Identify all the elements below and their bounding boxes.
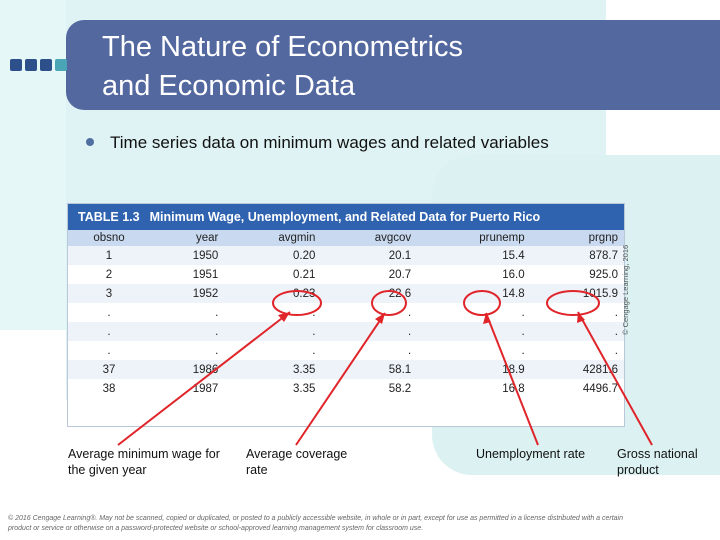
table-cell: 58.1 [388,363,412,376]
table-cell: 925.0 [589,268,618,281]
table-cell: 20.7 [388,268,412,281]
table-cell: 20.1 [388,249,412,262]
table-cell: 38 [102,382,116,395]
table-cell: . [521,344,525,357]
table-cell: 16.0 [502,268,525,281]
table-cell: 1015.9 [582,287,618,300]
annotation-prgnp: Gross national product [617,447,698,477]
table-cell: . [215,344,219,357]
column-header-obsno: obsno [93,232,125,244]
table-header-row: obsno year avgmin avgcov prunemp prgnp [68,230,624,246]
table-cell: . [614,325,618,338]
table-cell: . [107,344,111,357]
table-row: ...... [68,322,624,341]
table-cell: . [521,325,525,338]
table-row: 1 1950 0.20 20.1 15.4 878.7 [68,246,624,265]
table-row: 37 1986 3.35 58.1 18.9 4281.6 [68,360,624,379]
table-cell: . [614,344,618,357]
decorative-squares-icon [10,59,67,71]
table-row: ...... [68,341,624,360]
column-header-avgcov: avgcov [374,232,412,244]
data-table-figure: TABLE 1.3 Minimum Wage, Unemployment, and… [67,203,625,427]
annotation-avgmin: Average minimum wage for the given year [68,447,220,477]
table-row: 38 1987 3.35 58.2 16.8 4496.7 [68,379,624,398]
table-cell: 1 [105,249,113,262]
column-header-prgnp: prgnp [588,232,618,244]
table-cell: 1952 [192,287,219,300]
table-cell: 15.4 [502,249,525,262]
table-cell: 1987 [192,382,219,395]
table-cell: . [521,306,525,319]
table-cell: . [312,325,316,338]
table-row: 3 1952 0.23 22.6 14.8 1015.9 [68,284,624,303]
table-cell: . [407,306,412,319]
table-cell: 4496.7 [582,382,618,395]
table-row: ...... [68,303,624,322]
table-cell: . [107,306,111,319]
table-cell: . [215,306,219,319]
table-label: TABLE 1.3 [78,210,140,224]
table-cell: . [407,325,412,338]
table-cell: . [312,306,316,319]
table-cell: 22.6 [388,287,412,300]
table-cell: 2 [105,268,113,281]
table-cell: . [614,306,618,319]
table-cell: 1986 [192,363,219,376]
copyright-notice: © 2016 Cengage Learning®. May not be sca… [8,515,624,532]
table-cell: 37 [102,363,116,376]
table-cell: 4281.6 [582,363,618,376]
table-cell: 0.23 [293,287,316,300]
table-cell: 1951 [192,268,219,281]
table-row: 2 1951 0.21 20.7 16.0 925.0 [68,265,624,284]
table-body: 1 1950 0.20 20.1 15.4 878.7 2 1951 0.21 20.7 16.0 9… [68,246,624,398]
table-caption-text: Minimum Wage, Unemployment, and Related … [149,210,541,224]
table-cell: 878.7 [589,249,618,262]
column-header-prunemp: prunemp [479,232,525,244]
table-cell: . [215,325,219,338]
table-cell: 0.21 [293,268,316,281]
title-bar [66,20,720,110]
table-caption: TABLE 1.3 Minimum Wage, Unemployment, and… [68,204,624,230]
table-cell: . [312,344,316,357]
bullet-text: Time series data on minimum wages and re… [110,133,549,152]
table-credit: © Cengage Learning, 2016 [621,244,630,335]
table-cell: 3.35 [293,382,316,395]
column-header-avgmin: avgmin [278,232,316,244]
bullet-dot-icon [86,138,94,146]
table-cell: 3.35 [293,363,316,376]
annotation-avgcov: Average coverage rate [246,447,348,477]
table-cell: . [107,325,111,338]
table-cell: 0.20 [293,249,316,262]
annotation-prunemp: Unemployment rate [476,447,586,461]
table-cell: 16.8 [502,382,525,395]
table-cell: 1950 [192,249,219,262]
table-cell: 3 [105,287,113,300]
table-cell: . [407,344,412,357]
table-cell: 58.2 [388,382,412,395]
table-cell: 18.9 [502,363,525,376]
table-cell: 14.8 [502,287,525,300]
data-table: obsno year avgmin avgcov prunemp prgnp 1 1950 0… [68,230,624,398]
column-header-year: year [195,232,219,244]
slide-title: The Nature of Econometrics and Economic … [102,31,464,102]
